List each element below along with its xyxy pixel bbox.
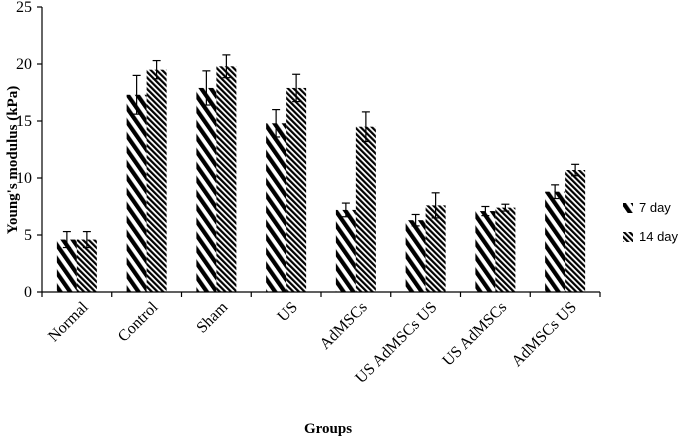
category-label: US: [274, 299, 300, 325]
y-tick-label: 20: [16, 56, 32, 73]
bar-14-day: [425, 205, 446, 292]
bar-14-day: [216, 66, 237, 292]
x-axis-title: Groups: [304, 421, 352, 437]
legend-label-14-day: 14 day: [639, 229, 679, 244]
category-label: US AdMSCs: [439, 299, 510, 370]
category-label: Sham: [193, 298, 231, 336]
bar-14-day: [565, 170, 586, 292]
y-tick-label: 5: [24, 227, 32, 244]
y-tick-label: 10: [16, 170, 32, 187]
bar-14-day: [286, 87, 307, 292]
bar-7-day: [266, 123, 287, 292]
bar-7-day: [56, 239, 77, 292]
y-ticks: 0 5 10 15 20 25: [16, 0, 42, 301]
bar-14-day: [495, 207, 516, 292]
legend-swatch-14-day: [623, 232, 633, 242]
y-tick-label: 0: [24, 284, 32, 301]
category-label: AdMSCs: [317, 299, 371, 353]
bars-layer: [56, 66, 586, 292]
error-bars-layer: [62, 54, 580, 249]
bar-14-day: [355, 126, 376, 292]
bar-7-day: [126, 94, 147, 292]
y-axis-title: Young's modulus (kPa): [5, 86, 21, 234]
bar-7-day: [545, 191, 566, 292]
legend: 7 day 14 day: [623, 200, 679, 244]
category-label: AdMSCs US: [509, 299, 580, 370]
y-tick-label: 15: [16, 113, 32, 130]
y-tick-label: 25: [16, 0, 32, 16]
legend-swatch-7-day: [623, 203, 633, 213]
legend-label-7-day: 7 day: [639, 200, 671, 215]
category-label: Normal: [45, 298, 92, 345]
bar-7-day: [335, 209, 356, 292]
bar-7-day: [196, 87, 217, 292]
bar-14-day: [146, 69, 167, 292]
bar-7-day: [405, 220, 426, 292]
category-label: Control: [115, 298, 162, 345]
bar-14-day: [76, 239, 97, 292]
bar-7-day: [475, 211, 496, 292]
